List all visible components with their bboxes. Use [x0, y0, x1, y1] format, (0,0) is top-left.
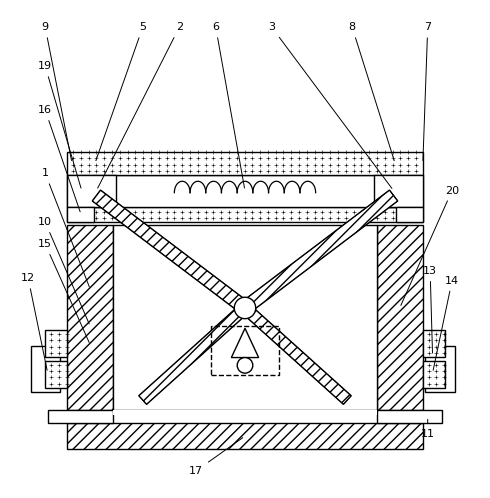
Bar: [48, 410, 114, 423]
Polygon shape: [241, 190, 398, 313]
Circle shape: [237, 358, 253, 373]
Polygon shape: [231, 328, 259, 358]
Text: 10: 10: [38, 217, 89, 324]
Polygon shape: [92, 190, 249, 313]
Text: 15: 15: [38, 239, 89, 343]
Text: 1: 1: [42, 168, 89, 287]
Text: 8: 8: [348, 22, 394, 160]
Bar: [67, 207, 423, 222]
Bar: [423, 361, 445, 387]
Text: 11: 11: [421, 419, 435, 439]
Bar: [211, 326, 279, 375]
Text: 14: 14: [433, 276, 459, 370]
Bar: [425, 346, 455, 392]
Bar: [67, 207, 94, 222]
Text: 9: 9: [42, 22, 72, 160]
Bar: [114, 410, 376, 415]
Text: 12: 12: [21, 273, 47, 370]
Text: 16: 16: [38, 105, 80, 212]
Bar: [45, 361, 67, 387]
Bar: [30, 346, 60, 392]
Text: 19: 19: [38, 61, 81, 188]
Bar: [396, 207, 423, 222]
Text: 2: 2: [98, 22, 183, 188]
Bar: [67, 175, 423, 207]
Text: 7: 7: [423, 22, 431, 160]
Bar: [376, 410, 442, 423]
Text: 17: 17: [189, 438, 243, 476]
Text: 20: 20: [401, 186, 459, 305]
Bar: [45, 330, 67, 357]
Circle shape: [234, 297, 256, 319]
Text: 3: 3: [269, 22, 392, 188]
Bar: [114, 225, 376, 410]
Text: 6: 6: [212, 22, 245, 188]
Bar: [376, 225, 423, 410]
Bar: [423, 330, 445, 357]
Text: 13: 13: [423, 266, 437, 353]
Bar: [67, 423, 423, 449]
Bar: [67, 225, 114, 410]
Polygon shape: [139, 304, 249, 404]
Polygon shape: [241, 304, 351, 404]
Text: 5: 5: [96, 22, 146, 161]
Bar: [67, 175, 116, 207]
Bar: [374, 175, 423, 207]
Bar: [67, 151, 423, 175]
